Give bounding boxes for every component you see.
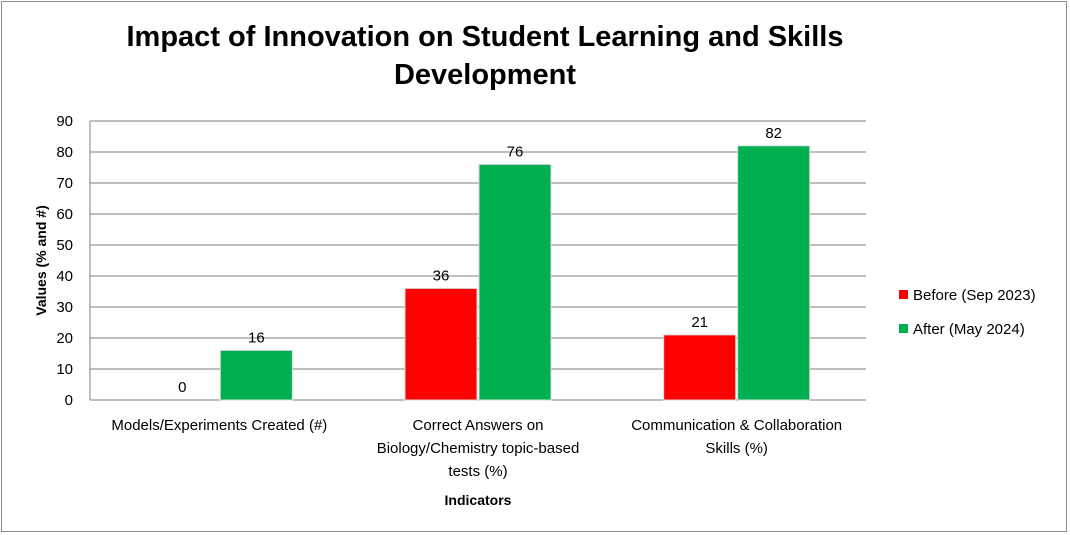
legend-swatch — [899, 290, 908, 299]
bar — [219, 349, 293, 401]
x-axis-title: Indicators — [445, 492, 512, 508]
x-tick-label: Communication & Collaboration — [631, 417, 842, 434]
bar — [404, 287, 478, 401]
data-label: 16 — [248, 329, 265, 346]
x-tick-label: Correct Answers on — [413, 417, 544, 434]
bar — [663, 334, 737, 401]
legend-label: Before (Sep 2023) — [913, 287, 1036, 304]
y-tick-label: 20 — [56, 330, 73, 347]
data-label: 76 — [507, 143, 524, 160]
y-tick-label: 80 — [56, 144, 73, 161]
data-label: 0 — [178, 379, 186, 396]
y-tick-label: 70 — [56, 175, 73, 192]
data-label: 82 — [765, 125, 782, 142]
y-tick-label: 10 — [56, 361, 73, 378]
bar — [737, 145, 811, 401]
x-tick-label: Models/Experiments Created (#) — [111, 417, 327, 434]
y-tick-label: 40 — [56, 268, 73, 285]
data-label: 36 — [433, 267, 450, 284]
x-tick-label: Skills (%) — [705, 440, 768, 457]
chart-title: Impact of Innovation on Student Learning… — [126, 21, 844, 91]
y-axis-title: Values (% and #) — [33, 205, 49, 315]
y-tick-label: 60 — [56, 206, 73, 223]
legend-swatch — [899, 324, 908, 333]
x-tick-label: tests (%) — [448, 463, 507, 480]
legend-label: After (May 2024) — [913, 321, 1025, 338]
y-tick-label: 30 — [56, 299, 73, 316]
data-label: 21 — [691, 314, 708, 331]
y-tick-label: 50 — [56, 237, 73, 254]
y-tick-label: 0 — [65, 392, 73, 409]
x-tick-label: Biology/Chemistry topic-based — [377, 440, 580, 457]
bar — [478, 163, 552, 401]
y-tick-label: 90 — [56, 113, 73, 130]
